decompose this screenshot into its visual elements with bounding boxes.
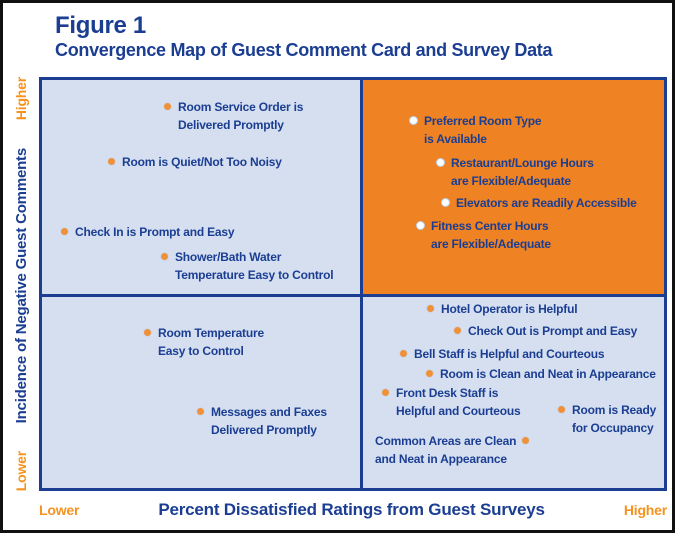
x-axis: Lower Percent Dissatisfied Ratings from …	[39, 500, 667, 520]
point-room-temperature: Room Temperature Easy to Control	[143, 324, 264, 360]
point-fitness-center-hours: Fitness Center Hours are Flexible/Adequa…	[416, 217, 551, 253]
y-axis-lower-label: Lower	[13, 450, 29, 491]
point-messages-faxes: Messages and Faxes Delivered Promptly	[196, 403, 327, 439]
point-label: Delivered Promptly	[178, 118, 284, 132]
point-label: Delivered Promptly	[211, 423, 317, 437]
point-check-out: Check Out is Prompt and Easy	[453, 322, 637, 340]
point-front-desk-staff: Front Desk Staff is Helpful and Courteou…	[381, 384, 521, 420]
point-room-quiet: Room is Quiet/Not Too Noisy	[107, 153, 282, 171]
point-label: for Occupancy	[572, 421, 654, 435]
point-room-clean-neat: Room is Clean and Neat in Appearance	[425, 365, 656, 383]
figure-label: Figure 1	[55, 12, 146, 39]
point-label: Room Temperature	[158, 326, 264, 340]
y-axis: Higher Incidence of Negative Guest Comme…	[5, 77, 37, 491]
point-label: Room is Quiet/Not Too Noisy	[122, 155, 282, 169]
point-marker-icon	[143, 328, 152, 337]
point-label: Room is Ready	[572, 403, 657, 417]
point-label: are Flexible/Adequate	[431, 237, 551, 251]
x-axis-lower-label: Lower	[39, 502, 80, 518]
point-label: Shower/Bath Water	[175, 250, 282, 264]
point-marker-icon	[453, 326, 462, 335]
point-label: Check Out is Prompt and Easy	[468, 324, 638, 338]
point-label: Restaurant/Lounge Hours	[451, 156, 594, 170]
point-label: Elevators are Readily Accessible	[456, 196, 637, 210]
point-marker-icon	[521, 436, 531, 445]
point-marker-icon	[426, 304, 435, 313]
point-preferred-room-type: Preferred Room Type is Available	[409, 112, 542, 148]
point-room-ready-occupancy: Room is Ready for Occupancy	[557, 401, 656, 437]
x-axis-title: Percent Dissatisfied Ratings from Guest …	[158, 500, 545, 519]
point-restaurant-lounge-hours: Restaurant/Lounge Hours are Flexible/Ade…	[436, 154, 594, 190]
point-marker-icon	[196, 407, 205, 416]
quadrant-plot-area	[39, 77, 667, 491]
point-shower-bath-water: Shower/Bath Water Temperature Easy to Co…	[160, 248, 334, 284]
point-label: Front Desk Staff is	[396, 386, 499, 400]
point-label: Bell Staff is Helpful and Courteous	[414, 347, 605, 361]
quadrant-top-right	[363, 80, 664, 294]
point-marker-icon	[107, 157, 116, 166]
point-marker-icon	[441, 198, 450, 207]
point-label: Room Service Order is	[178, 100, 304, 114]
point-label: is Available	[424, 132, 487, 146]
y-axis-higher-label: Higher	[13, 77, 29, 121]
point-label: Messages and Faxes	[211, 405, 327, 419]
point-marker-icon	[425, 369, 434, 378]
figure-title: Convergence Map of Guest Comment Card an…	[55, 40, 553, 60]
point-label: are Flexible/Adequate	[451, 174, 571, 188]
point-bell-staff: Bell Staff is Helpful and Courteous	[399, 345, 605, 363]
point-room-service-order: Room Service Order is Delivered Promptly	[163, 98, 303, 134]
point-hotel-operator: Hotel Operator is Helpful	[426, 300, 578, 318]
point-common-areas-clean: Common Areas are Clean and Neat in Appea…	[375, 432, 531, 468]
point-label: Preferred Room Type	[424, 114, 542, 128]
point-marker-icon	[60, 227, 69, 236]
point-label: Easy to Control	[158, 344, 244, 358]
point-marker-icon	[160, 252, 169, 261]
point-label: Common Areas are Clean	[375, 434, 517, 448]
point-label: Room is Clean and Neat in Appearance	[440, 367, 656, 381]
point-label: Fitness Center Hours	[431, 219, 549, 233]
point-marker-icon	[557, 405, 566, 414]
point-marker-icon	[381, 388, 390, 397]
point-marker-icon	[416, 221, 425, 230]
title-block: Figure 1 Convergence Map of Guest Commen…	[55, 12, 553, 61]
point-label: and Neat in Appearance	[375, 452, 507, 466]
point-marker-icon	[436, 158, 445, 167]
x-axis-higher-label: Higher	[623, 502, 667, 518]
point-label: Check In is Prompt and Easy	[75, 225, 235, 239]
point-marker-icon	[163, 102, 172, 111]
point-label: Hotel Operator is Helpful	[441, 302, 578, 316]
quadrant-top-left	[42, 80, 360, 294]
quadrant-bottom-left	[42, 297, 360, 488]
point-marker-icon	[409, 116, 418, 125]
point-check-in: Check In is Prompt and Easy	[60, 223, 235, 241]
point-label: Helpful and Courteous	[396, 404, 521, 418]
point-elevators-accessible: Elevators are Readily Accessible	[441, 194, 637, 212]
point-label: Temperature Easy to Control	[175, 268, 334, 282]
y-axis-title: Incidence of Negative Guest Comments	[12, 147, 30, 424]
quadrant-bottom-right	[363, 297, 664, 488]
point-marker-icon	[399, 349, 408, 358]
